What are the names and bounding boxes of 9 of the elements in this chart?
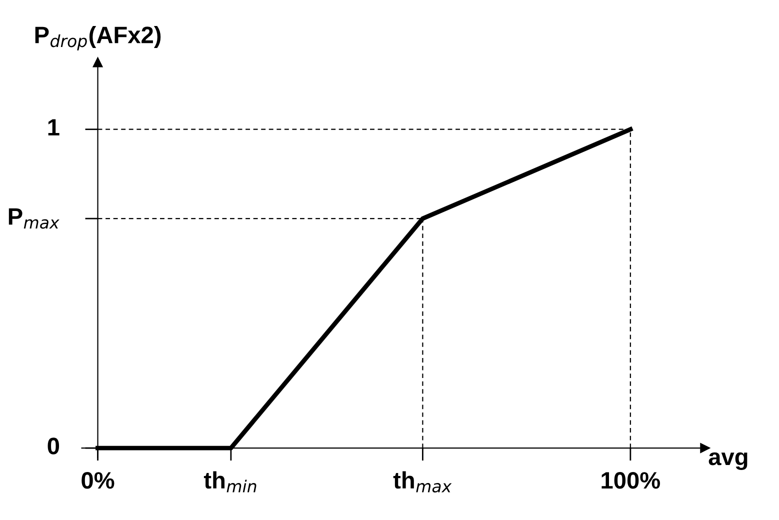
x-tick-label: 0% — [82, 472, 114, 489]
x-tick-label: 100% — [602, 472, 660, 489]
y-axis-title: P$_{drop}$(AFx2) — [35, 26, 161, 50]
y-tick-label: P$_{max}$ — [8, 208, 60, 229]
y-tick-label: 0 — [48, 438, 60, 454]
x-tick-label: th$_{min}$ — [204, 471, 256, 492]
y-tick-label: 1 — [48, 119, 60, 136]
x-tick-label: th$_{max}$ — [393, 471, 452, 493]
x-axis-title: avg — [708, 452, 748, 470]
